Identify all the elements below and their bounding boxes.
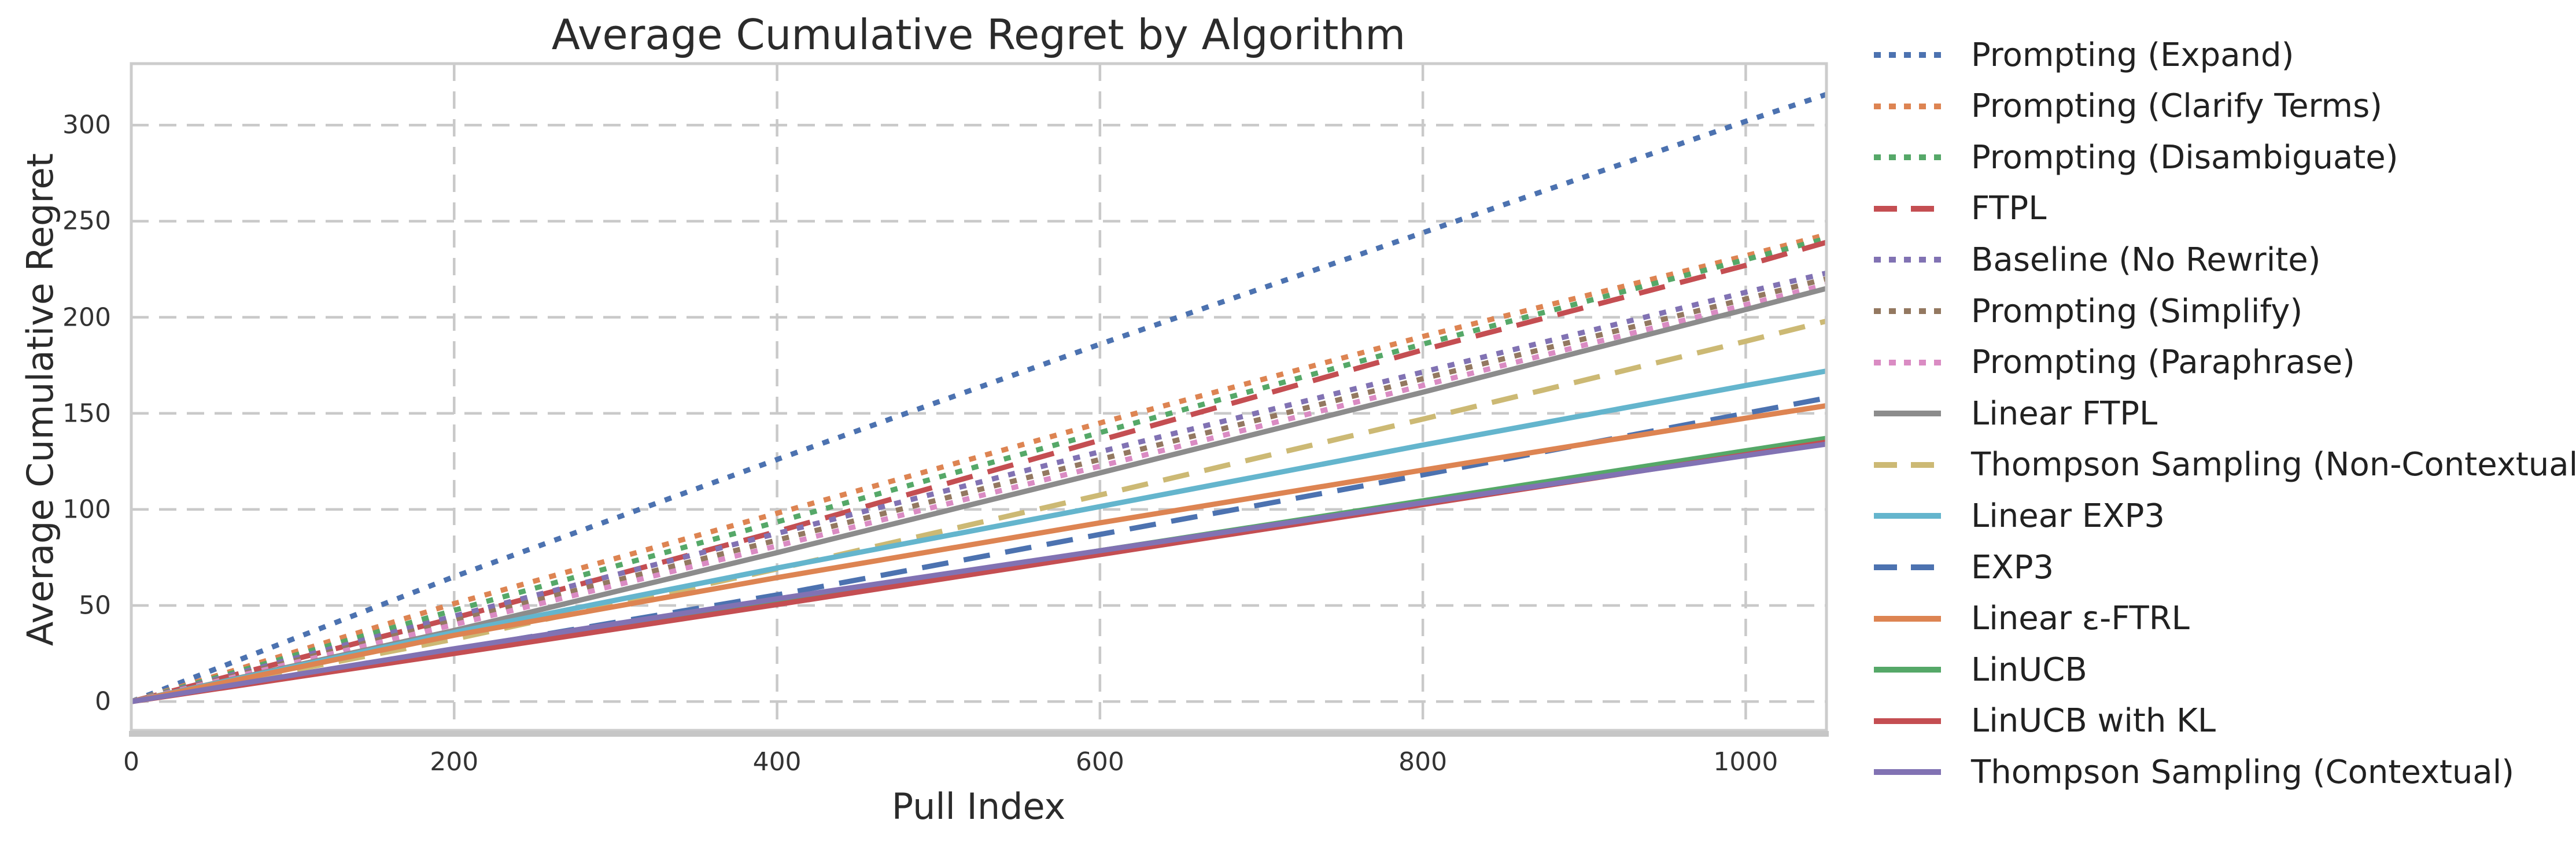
legend-dotted-line-icon bbox=[1874, 154, 1941, 161]
x-tick-label-600: 600 bbox=[1075, 747, 1124, 777]
series-line-linear-ftrl bbox=[131, 403, 1827, 704]
legend-dotted-line-icon bbox=[1874, 359, 1941, 365]
legend-dotted-line-icon bbox=[1874, 308, 1941, 314]
legend-item-prompting-clarify-terms: Prompting (Clarify Terms) bbox=[1873, 86, 2382, 127]
series-line-prompting-expand bbox=[130, 91, 1828, 704]
series-line-baseline-no-rewrite bbox=[130, 270, 1828, 704]
legend-item-label: Prompting (Simplify) bbox=[1971, 292, 2303, 330]
legend-item-label: Thompson Sampling (Non-Contextual) bbox=[1971, 446, 2576, 484]
x-tick-label-400: 400 bbox=[752, 747, 802, 777]
legend-item-exp3: EXP3 bbox=[1873, 547, 2054, 588]
series-line-prompting-paraphrase bbox=[130, 282, 1828, 704]
legend-dashed-line-icon bbox=[1874, 205, 1941, 212]
legend-item-thompson-sampling-contextual: Thompson Sampling (Contextual) bbox=[1873, 752, 2514, 792]
legend-item-linear-ftpl: Linear FTPL bbox=[1873, 393, 2157, 434]
legend-item-label: Prompting (Paraphrase) bbox=[1971, 344, 2355, 382]
legend-dashed-line-icon bbox=[1874, 461, 1941, 468]
series-line-ftpl bbox=[130, 239, 1828, 704]
x-tick-label-800: 800 bbox=[1398, 747, 1448, 777]
legend-item-baseline-no-rewrite: Baseline (No Rewrite) bbox=[1873, 239, 2321, 280]
y-tick-label-300: 300 bbox=[62, 110, 111, 140]
legend-item-linucb-with-kl: LinUCB with KL bbox=[1873, 701, 2216, 741]
legend-item-prompting-paraphrase: Prompting (Paraphrase) bbox=[1873, 342, 2355, 383]
legend-solid-line-icon bbox=[1874, 411, 1941, 417]
chart-title: Average Cumulative Regret by Algorithm bbox=[551, 10, 1406, 59]
legend-item-prompting-disambiguate: Prompting (Disambiguate) bbox=[1873, 137, 2398, 178]
series-line-linear-exp3 bbox=[131, 368, 1827, 704]
legend-item-thompson-sampling-non-contextual: Thompson Sampling (Non-Contextual) bbox=[1873, 445, 2576, 485]
legend-item-label: FTPL bbox=[1971, 190, 2047, 228]
legend-item-label: Linear ε-FTRL bbox=[1971, 600, 2190, 638]
legend-item-label: Prompting (Expand) bbox=[1971, 36, 2294, 74]
y-tick-label-100: 100 bbox=[62, 494, 111, 525]
legend-solid-line-icon bbox=[1874, 718, 1941, 724]
legend-item-label: LinUCB with KL bbox=[1971, 702, 2216, 740]
legend-item-label: Thompson Sampling (Contextual) bbox=[1971, 753, 2515, 791]
legend-solid-line-icon bbox=[1874, 615, 1941, 622]
legend-item-linear-exp3: Linear EXP3 bbox=[1873, 496, 2165, 536]
legend-dotted-line-icon bbox=[1874, 103, 1941, 109]
legend-item-label: EXP3 bbox=[1971, 548, 2054, 586]
y-tick-label-200: 200 bbox=[62, 302, 111, 333]
series-line-prompting-simplify bbox=[130, 276, 1828, 704]
plot-frame bbox=[130, 62, 1828, 732]
legend: Prompting (Expand) Prompting (Clarify Ter… bbox=[1873, 0, 2576, 842]
x-tick-label-1000: 1000 bbox=[1713, 747, 1778, 777]
legend-item-label: LinUCB bbox=[1971, 651, 2087, 689]
legend-item-label: Linear EXP3 bbox=[1971, 497, 2165, 535]
legend-item-prompting-expand: Prompting (Expand) bbox=[1873, 35, 2294, 75]
legend-solid-line-icon bbox=[1874, 667, 1941, 673]
x-axis-label: Pull Index bbox=[891, 785, 1066, 828]
legend-solid-line-icon bbox=[1874, 769, 1941, 775]
x-tick-label-200: 200 bbox=[430, 747, 479, 777]
legend-item-label: Prompting (Clarify Terms) bbox=[1971, 87, 2383, 125]
series-line-thompson-sampling-contextual bbox=[131, 441, 1827, 704]
x-tick-label-0: 0 bbox=[123, 747, 139, 777]
legend-item-label: Linear FTPL bbox=[1971, 394, 2158, 433]
y-tick-label-150: 150 bbox=[62, 398, 111, 429]
y-tick-label-250: 250 bbox=[62, 206, 111, 236]
legend-solid-line-icon bbox=[1874, 513, 1941, 519]
legend-dotted-line-icon bbox=[1874, 257, 1941, 263]
legend-item-prompting-simplify: Prompting (Simplify) bbox=[1873, 291, 2302, 331]
series-line-thompson-sampling-non-contextual bbox=[131, 318, 1828, 704]
legend-item-linear-ftrl: Linear ε-FTRL bbox=[1873, 599, 2190, 639]
series-line-prompting-clarify-terms bbox=[130, 232, 1828, 704]
legend-item-ftpl: FTPL bbox=[1873, 189, 2046, 229]
series-line-prompting-disambiguate bbox=[130, 236, 1828, 704]
legend-dotted-line-icon bbox=[1874, 52, 1941, 58]
legend-item-linucb: LinUCB bbox=[1873, 649, 2087, 690]
series-line-exp3 bbox=[131, 395, 1827, 704]
y-tick-label-50: 50 bbox=[79, 590, 111, 621]
legend-item-label: Prompting (Disambiguate) bbox=[1971, 138, 2398, 176]
legend-item-label: Baseline (No Rewrite) bbox=[1971, 241, 2321, 279]
legend-dashed-line-icon bbox=[1874, 564, 1941, 570]
y-tick-label-0: 0 bbox=[95, 686, 111, 717]
